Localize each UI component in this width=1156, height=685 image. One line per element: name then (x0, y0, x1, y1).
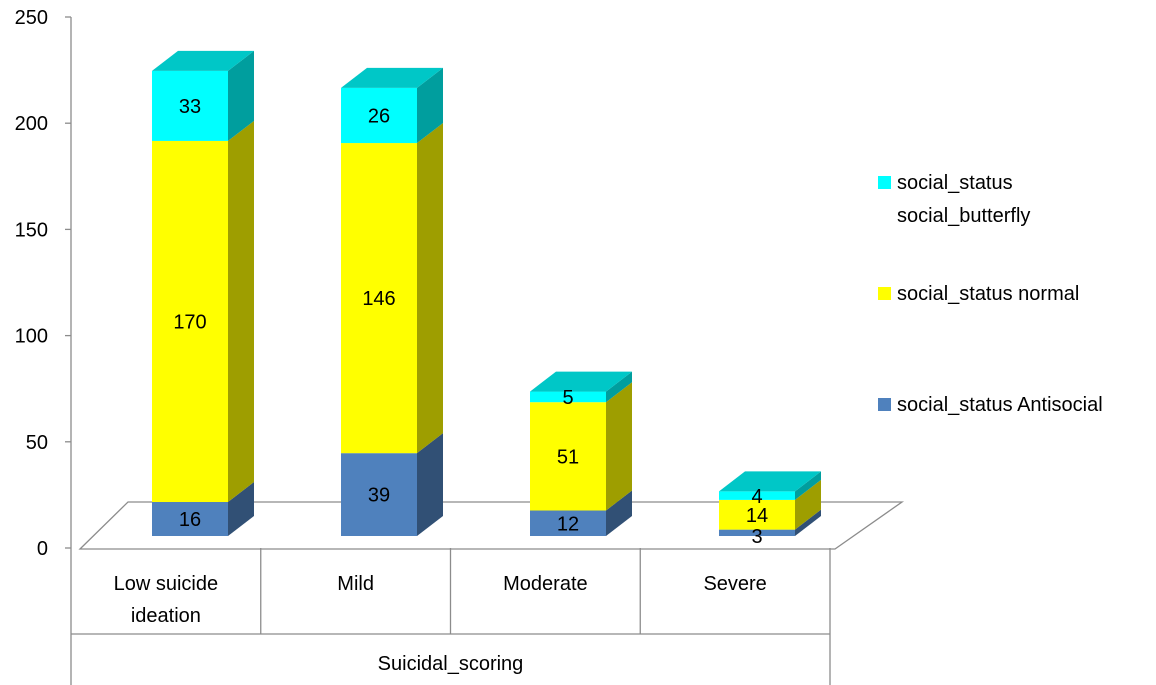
data-label-moderate-social-status-social-butterfly: 5 (562, 387, 573, 409)
bar-moderate-social-status-normal-front (530, 402, 606, 511)
bar-low-suicide-ideation-social-status-social-butterfly-side (228, 50, 254, 141)
data-label-mild-social-status-normal: 146 (362, 288, 395, 310)
bar-severe-social-status-normal-side (795, 479, 821, 530)
legend-social-status-normal-label: social_status normal (897, 283, 1079, 305)
data-label-severe-social-status-antisocial: 3 (751, 526, 762, 548)
data-label-low-suicide-ideation-social-status-normal: 170 (173, 311, 206, 333)
y-tick-label-150: 150 (15, 219, 48, 241)
bar-low-suicide-ideation-social-status-normal-side (228, 120, 254, 503)
y-tick-label-50: 50 (26, 432, 48, 454)
legend-social-status-antisocial-swatch (878, 398, 891, 411)
legend-social-status-social-butterfly-swatch (878, 176, 891, 189)
data-label-mild-social-status-social-butterfly: 26 (368, 105, 390, 127)
floor-plane (78, 501, 905, 550)
bar-moderate-social-status-social-butterfly-front (530, 391, 606, 403)
data-label-severe-social-status-social-butterfly: 4 (751, 486, 762, 508)
bar-severe-social-status-antisocial-front (719, 529, 795, 536)
bar-low-suicide-ideation-social-status-antisocial-front (152, 502, 228, 536)
bar-low-suicide-ideation-social-status-normal-front (152, 140, 228, 503)
data-label-low-suicide-ideation-social-status-antisocial: 16 (179, 509, 201, 531)
bar-low-suicide-ideation-social-status-social-butterfly-front (152, 70, 228, 141)
bar-moderate-social-status-social-butterfly-side (606, 371, 632, 403)
bar-moderate-social-status-normal-side (606, 382, 632, 511)
y-tick-label-0: 0 (37, 538, 48, 560)
bar-severe-social-status-social-butterfly-front (719, 491, 795, 500)
y-tick-label-200: 200 (15, 113, 48, 135)
data-label-moderate-social-status-normal: 51 (557, 446, 579, 468)
data-label-moderate-social-status-antisocial: 12 (557, 513, 579, 535)
chart-floor (78, 501, 905, 550)
legend-social-status-normal-swatch (878, 287, 891, 300)
bar-mild-social-status-normal-side (417, 123, 443, 454)
category-label-low-suicide-ideation: Low suicide ideation (114, 573, 219, 627)
category-axis: Low suicide ideation Mild Moderate Severe Sui… (70, 548, 831, 685)
y-tick-label-100: 100 (15, 326, 48, 348)
bar-severe-social-status-antisocial-side (795, 509, 821, 536)
legend-social-status-social-butterfly-label: social_status social_butterfly (897, 172, 1030, 227)
bar-severe-social-status-normal-front (719, 499, 795, 530)
bar-moderate-social-status-antisocial-side (606, 490, 632, 536)
data-label-severe-social-status-normal: 14 (746, 505, 768, 527)
bar-severe-social-status-social-butterfly-side (795, 471, 821, 500)
bar-moderate-social-status-antisocial-front (530, 510, 606, 536)
x-axis-title: Suicidal_scoring (378, 653, 524, 675)
value-axis: 0 50 100 150 200 250 (15, 7, 72, 560)
bar-mild-social-status-social-butterfly-top (341, 67, 443, 88)
legend: social_status social_butterfly social_stat… (878, 172, 1103, 416)
bar-low-suicide-ideation-social-status-social-butterfly-top (152, 50, 254, 71)
category-label-mild: Mild (337, 573, 374, 595)
bar-mild-social-status-normal-front (341, 143, 417, 454)
data-label-mild-social-status-antisocial: 39 (368, 485, 390, 507)
bar-mild-social-status-antisocial-front (341, 453, 417, 536)
data-label-low-suicide-ideation-social-status-social-butterfly: 33 (179, 96, 201, 118)
bar-low-suicide-ideation-social-status-antisocial-side (228, 482, 254, 536)
y-tick-label-250: 250 (15, 7, 48, 29)
bar-mild-social-status-social-butterfly-front (341, 87, 417, 144)
bar-mild-social-status-social-butterfly-side (417, 67, 443, 144)
bar-severe-social-status-social-butterfly-top (719, 471, 821, 492)
bar-group (152, 50, 821, 536)
category-label-severe: Severe (703, 573, 766, 595)
bar-mild-social-status-antisocial-side (417, 433, 443, 536)
legend-social-status-antisocial-label: social_status Antisocial (897, 394, 1103, 416)
bar-moderate-social-status-social-butterfly-top (530, 371, 632, 392)
category-label-moderate: Moderate (503, 573, 588, 595)
